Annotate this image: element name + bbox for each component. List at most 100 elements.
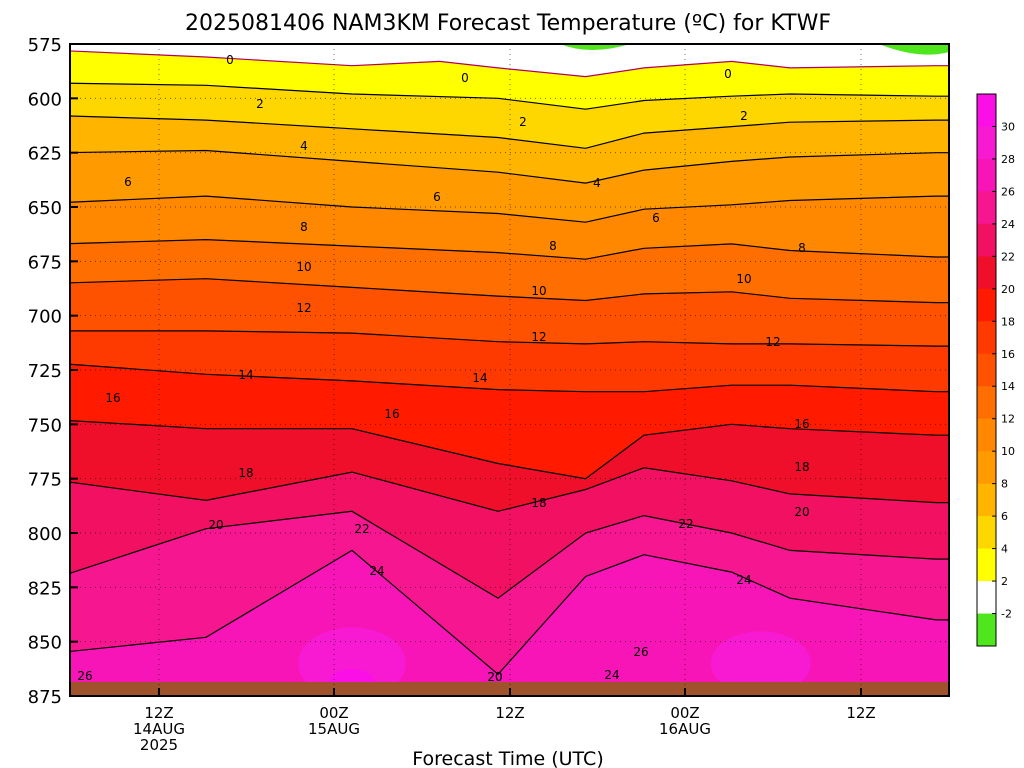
contour-label: 2 (256, 97, 264, 111)
contour-label: 26 (77, 669, 92, 683)
contour-line-10 (70, 238, 949, 260)
contour-line-6 (70, 149, 949, 184)
contour-line-2 (70, 82, 949, 110)
colorbar-label: 18 (1001, 315, 1015, 328)
contour-label: 18 (531, 496, 546, 510)
x-tick-label: 14AUG (133, 720, 185, 738)
y-tick-label: 650 (28, 198, 62, 219)
colorbar-swatch (977, 516, 996, 550)
colorbar-swatch (977, 386, 996, 420)
contour-label: 24 (369, 564, 384, 578)
x-axis-title: Forecast Time (UTC) (412, 748, 603, 768)
colorbar-label: 22 (1001, 250, 1015, 263)
colorbar-label: 24 (1001, 218, 1015, 231)
contour-label: 6 (652, 211, 660, 225)
colorbar-label: 30 (1001, 120, 1015, 133)
colorbar-label: 16 (1001, 348, 1015, 361)
colorbar-label: 8 (1001, 478, 1008, 491)
colorbar-swatch (977, 613, 996, 647)
colorbar-swatch (977, 256, 996, 290)
contour-line-24 (70, 549, 949, 676)
contour-label: 18 (238, 466, 253, 480)
chart-title: 2025081406 NAM3KM Forecast Temperature (… (185, 11, 831, 36)
colorbar-swatch (977, 191, 996, 225)
contour-label: 4 (300, 139, 308, 153)
y-tick-label: 775 (28, 470, 62, 491)
contour-label: 10 (296, 260, 311, 274)
y-tick-label: 825 (28, 578, 62, 599)
contour-label: 2 (519, 115, 527, 129)
colorbar-swatch (977, 451, 996, 485)
y-tick-label: 700 (28, 307, 62, 328)
contour-label: 10 (531, 284, 546, 298)
contour-label: 20 (487, 670, 502, 684)
x-tick-label: 00Z (319, 704, 348, 722)
x-tick-label: 12Z (495, 704, 524, 722)
colorbar-frame (976, 93, 997, 647)
contour-label: 18 (794, 460, 809, 474)
contour-label: 16 (384, 407, 399, 421)
contour-label: 8 (549, 239, 557, 253)
contour-label: 8 (798, 241, 806, 255)
y-tick-label: 850 (28, 633, 62, 654)
contour-line-14 (70, 330, 949, 347)
contour-line-16 (70, 363, 949, 393)
x-tick-label: 2025 (140, 736, 178, 754)
contour-label: 20 (794, 505, 809, 519)
contour-label: 10 (736, 272, 751, 286)
x-tick-label: 16AUG (659, 720, 711, 738)
contour-label: 0 (461, 71, 469, 85)
colorbar-swatch (977, 418, 996, 452)
y-tick-label: 725 (28, 361, 62, 382)
contour-label: 12 (296, 301, 311, 315)
y-tick-label: 625 (28, 144, 62, 165)
colorbar-swatch (977, 321, 996, 355)
contour-label: 16 (794, 417, 809, 431)
colorbar-swatch (977, 94, 996, 127)
contour-line-20 (70, 467, 949, 512)
colorbar-label: 26 (1001, 185, 1015, 198)
contour-line-8 (70, 195, 949, 223)
y-tick-label: 600 (28, 89, 62, 110)
colorbar-label: -2 (1001, 608, 1012, 621)
warm-core-0 (298, 627, 406, 696)
contour-label: 16 (105, 391, 120, 405)
contour-label: 4 (593, 176, 601, 190)
colorbar-label: 14 (1001, 380, 1015, 393)
colorbar-swatch (977, 483, 996, 517)
colorbar-swatch (977, 288, 996, 322)
colorbar-swatch (977, 581, 996, 615)
contour-label: 12 (765, 335, 780, 349)
contour-label: 20 (208, 518, 223, 532)
x-tick-label: 15AUG (308, 720, 360, 738)
contour-label: 0 (724, 67, 732, 81)
contour-label: 22 (678, 517, 693, 531)
contour-label: 8 (300, 220, 308, 234)
colorbar-label: 28 (1001, 153, 1015, 166)
warm-core-1 (710, 631, 811, 696)
contour-label: 2 (740, 109, 748, 123)
x-tick-label: 12Z (144, 704, 173, 722)
colorbar-swatch (977, 548, 996, 582)
colorbar-swatch (977, 126, 996, 160)
contour-label: 12 (531, 330, 546, 344)
x-tick-label: 00Z (670, 704, 699, 722)
y-axis: 575 600 625 650 675 700 725 750 775 800 825 850 875 (28, 35, 78, 708)
contour-label: 22 (354, 522, 369, 536)
colorbar-swatch (977, 158, 996, 192)
contour-label: 0 (226, 53, 234, 67)
colorbar-label: 6 (1001, 510, 1008, 523)
colorbar-swatch (977, 353, 996, 387)
colorbar-label: 4 (1001, 543, 1008, 556)
contour-label: 6 (124, 175, 132, 189)
contour-label: 14 (238, 368, 253, 382)
x-tick-label: 12Z (846, 704, 875, 722)
colorbar-swatch (977, 223, 996, 257)
contour-label: 24 (604, 668, 619, 682)
y-tick-label: 875 (28, 687, 62, 708)
freezing-patch-2 (879, 44, 949, 55)
